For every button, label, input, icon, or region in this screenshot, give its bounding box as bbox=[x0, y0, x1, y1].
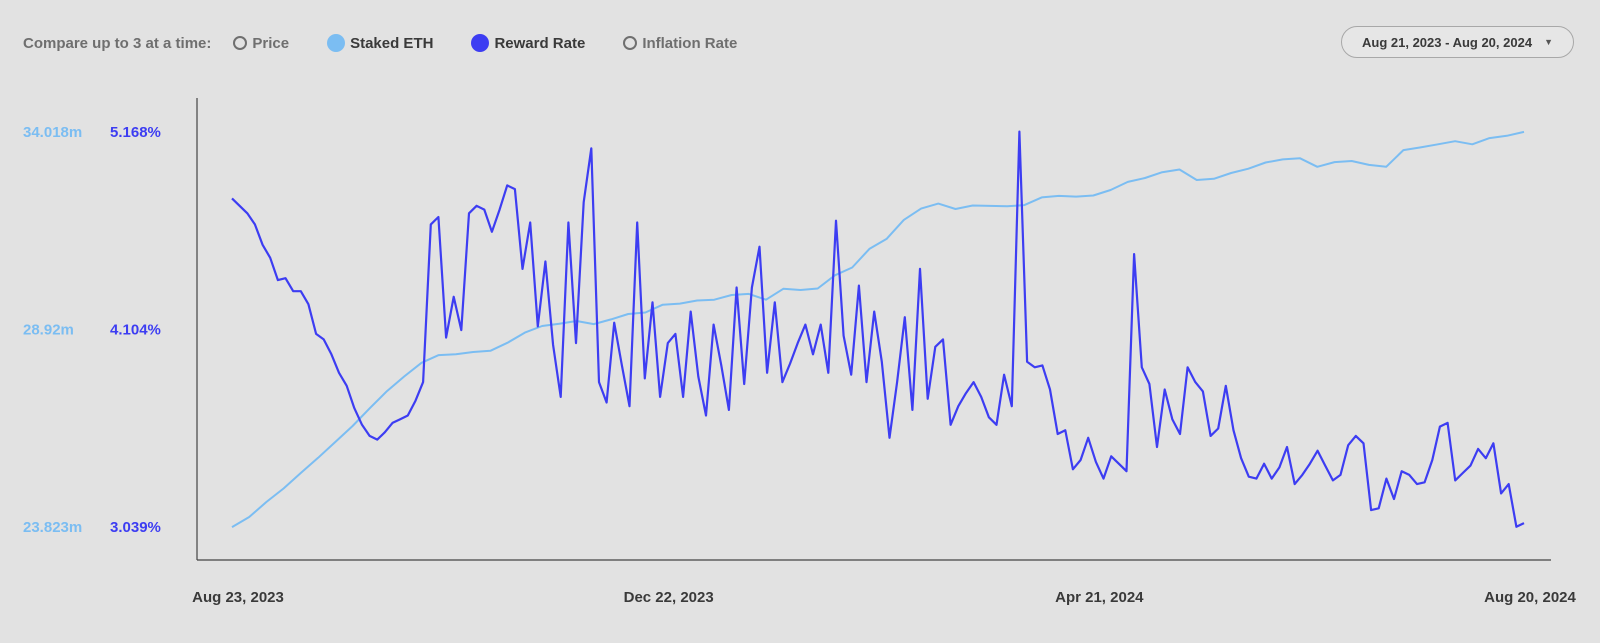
reward-rate-line bbox=[231, 130, 1525, 528]
reward-rate-tick-label: 4.104% bbox=[110, 322, 161, 339]
toggle-price-label: Price bbox=[252, 34, 290, 52]
series-toolbar: Compare up to 3 at a time: Price Staked … bbox=[23, 30, 775, 56]
caret-down-icon: ▼ bbox=[1544, 37, 1553, 47]
compare-label: Compare up to 3 at a time: bbox=[23, 34, 212, 52]
toggle-staked-eth-label: Staked ETH bbox=[350, 34, 434, 52]
date-range-dropdown[interactable]: Aug 21, 2023 - Aug 20, 2024 ▼ bbox=[1341, 26, 1574, 58]
staked-eth-tick-label: 34.018m bbox=[23, 124, 82, 141]
x-tick-label: Aug 20, 2024 bbox=[1484, 589, 1576, 606]
toggle-reward-rate[interactable]: Reward Rate bbox=[471, 34, 585, 52]
radio-filled-icon bbox=[327, 34, 346, 52]
toggle-inflation-rate-label: Inflation Rate bbox=[642, 34, 738, 52]
staked-eth-line bbox=[231, 130, 1525, 528]
staked-eth-tick-label: 28.92m bbox=[23, 322, 74, 339]
date-range-label: Aug 21, 2023 - Aug 20, 2024 bbox=[1362, 34, 1533, 50]
x-tick-label: Aug 23, 2023 bbox=[192, 589, 284, 606]
toggle-inflation-rate[interactable]: Inflation Rate bbox=[623, 35, 737, 52]
toggle-staked-eth[interactable]: Staked ETH bbox=[327, 34, 433, 52]
radio-filled-icon bbox=[471, 34, 490, 52]
reward-rate-tick-label: 5.168% bbox=[110, 124, 161, 141]
x-tick-label: Dec 22, 2023 bbox=[624, 589, 714, 606]
radio-empty-icon bbox=[623, 36, 638, 50]
radio-empty-icon bbox=[233, 36, 248, 50]
staked-eth-tick-label: 23.823m bbox=[23, 519, 82, 536]
x-tick-label: Apr 21, 2024 bbox=[1055, 589, 1144, 606]
reward-rate-tick-label: 3.039% bbox=[110, 519, 161, 536]
toggle-price[interactable]: Price bbox=[233, 35, 289, 52]
toggle-reward-rate-label: Reward Rate bbox=[494, 34, 586, 52]
